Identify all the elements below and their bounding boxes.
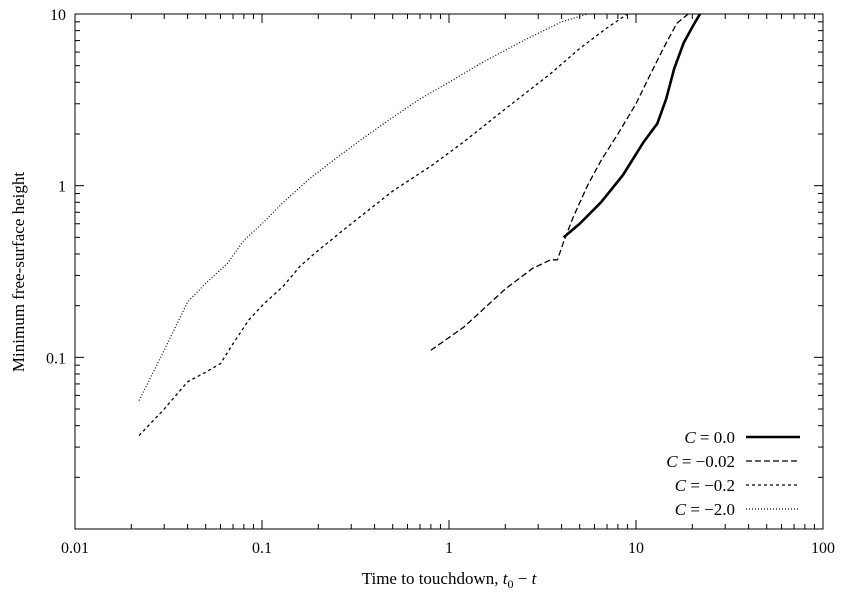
x-axis-label-rest: − [513, 569, 531, 588]
y-tick-label: 1 [58, 179, 66, 196]
series-line-3 [138, 14, 628, 437]
y-axis-label: Minimum free-surface height [9, 172, 28, 372]
tick-labels: 0.01 0.1 1 10 100 0.1 1 10 [46, 7, 835, 557]
axis-ticks [74, 14, 823, 530]
legend-label-value: = −0.02 [678, 452, 735, 471]
legend-label-1: C = 0.0 [684, 428, 735, 447]
x-tick-label: 1 [445, 540, 453, 557]
x-tick-label: 100 [811, 540, 835, 557]
legend-label-var: C [675, 476, 687, 495]
legend-label-2: C = −0.02 [666, 452, 735, 471]
series-lines [138, 14, 702, 437]
x-tick-label: 10 [628, 540, 644, 557]
legend-label-value: = −2.0 [686, 500, 735, 519]
x-axis-label-var2: t [532, 569, 538, 588]
x-axis-label: Time to touchdown, t0 − t [362, 569, 538, 591]
series-line-4 [138, 14, 588, 401]
legend: C = 0.0C = −0.02C = −0.2C = −2.0 [666, 428, 800, 519]
x-axis-label-sub: 0 [507, 577, 513, 591]
x-tick-label: 0.1 [252, 540, 272, 557]
legend-label-3: C = −0.2 [675, 476, 735, 495]
y-tick-label: 0.1 [46, 350, 66, 367]
legend-label-var: C [684, 428, 696, 447]
legend-label-value: = 0.0 [696, 428, 735, 447]
x-axis-label-var1: t [503, 569, 509, 588]
y-tick-label: 10 [50, 7, 66, 24]
legend-label-var: C [666, 452, 678, 471]
series-line-2 [430, 14, 689, 351]
legend-label-var: C [675, 500, 687, 519]
x-tick-label: 0.01 [61, 540, 89, 557]
legend-label-value: = −0.2 [686, 476, 735, 495]
series-line-1 [562, 14, 702, 239]
x-axis-label-prefix: Time to touchdown, [362, 569, 503, 588]
legend-label-4: C = −2.0 [675, 500, 735, 519]
